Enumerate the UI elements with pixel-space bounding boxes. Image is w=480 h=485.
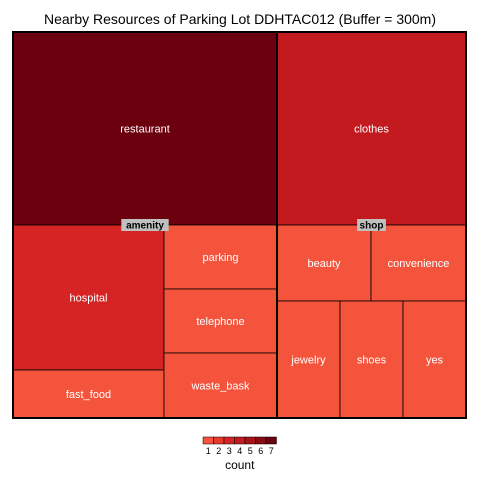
cell-parking bbox=[163, 224, 278, 290]
group-label-shop: shop bbox=[360, 221, 384, 232]
group-borders bbox=[12, 31, 467, 419]
cell-telephone bbox=[163, 288, 278, 354]
cell-jewelry bbox=[276, 300, 341, 419]
cell-label-waste_bask: waste_bask bbox=[190, 381, 250, 393]
legend-swatch-3 bbox=[223, 436, 235, 445]
legend-swatch-4 bbox=[234, 436, 246, 445]
legend: 1 2 3 4 5 6 7 count bbox=[202, 436, 277, 472]
cell-label-clothes: clothes bbox=[354, 124, 389, 136]
group-label-bg-amenity bbox=[121, 219, 169, 231]
legend-tick-5: 5 bbox=[248, 446, 253, 456]
cell-label-fast_food: fast_food bbox=[66, 389, 111, 401]
cell-label-parking: parking bbox=[202, 252, 238, 264]
legend-tick-2: 2 bbox=[216, 446, 221, 456]
group-label-amenity: amenity bbox=[126, 221, 164, 232]
cell-hospital bbox=[12, 224, 165, 371]
chart-title: Nearby Resources of Parking Lot DDHTAC01… bbox=[44, 11, 436, 27]
cell-label-hospital: hospital bbox=[70, 293, 108, 305]
legend-swatch-1 bbox=[202, 436, 214, 445]
cell-yes bbox=[402, 300, 467, 419]
legend-tick-7: 7 bbox=[269, 446, 274, 456]
cell-clothes bbox=[276, 31, 467, 226]
cell-beauty bbox=[276, 224, 372, 302]
group-label-bg-shop bbox=[357, 219, 386, 231]
group-labels: amenity shop bbox=[121, 219, 386, 232]
legend-swatch-2 bbox=[213, 436, 225, 445]
legend-tick-4: 4 bbox=[237, 446, 242, 456]
legend-tick-1: 1 bbox=[206, 446, 211, 456]
cell-label-convenience: convenience bbox=[388, 258, 450, 270]
cell-label-telephone: telephone bbox=[196, 316, 244, 328]
cell-label-beauty: beauty bbox=[307, 258, 341, 270]
legend-tick-3: 3 bbox=[227, 446, 232, 456]
legend-swatch-6 bbox=[255, 436, 267, 445]
cell-fast_food bbox=[12, 369, 165, 419]
cell-label-yes: yes bbox=[426, 355, 444, 367]
legend-swatch-5 bbox=[244, 436, 256, 445]
cell-label-shoes: shoes bbox=[357, 355, 387, 367]
treemap-cells: restaurant hospital fast_food parking teleph… bbox=[12, 31, 467, 419]
legend-title: count bbox=[225, 458, 255, 472]
cell-label-jewelry: jewelry bbox=[290, 355, 326, 367]
cell-label-restaurant: restaurant bbox=[120, 124, 170, 136]
panel-border bbox=[12, 31, 467, 419]
legend-tick-6: 6 bbox=[258, 446, 263, 456]
cell-waste_bask bbox=[163, 352, 278, 419]
legend-swatch-7 bbox=[265, 436, 277, 445]
cell-restaurant bbox=[12, 31, 278, 226]
